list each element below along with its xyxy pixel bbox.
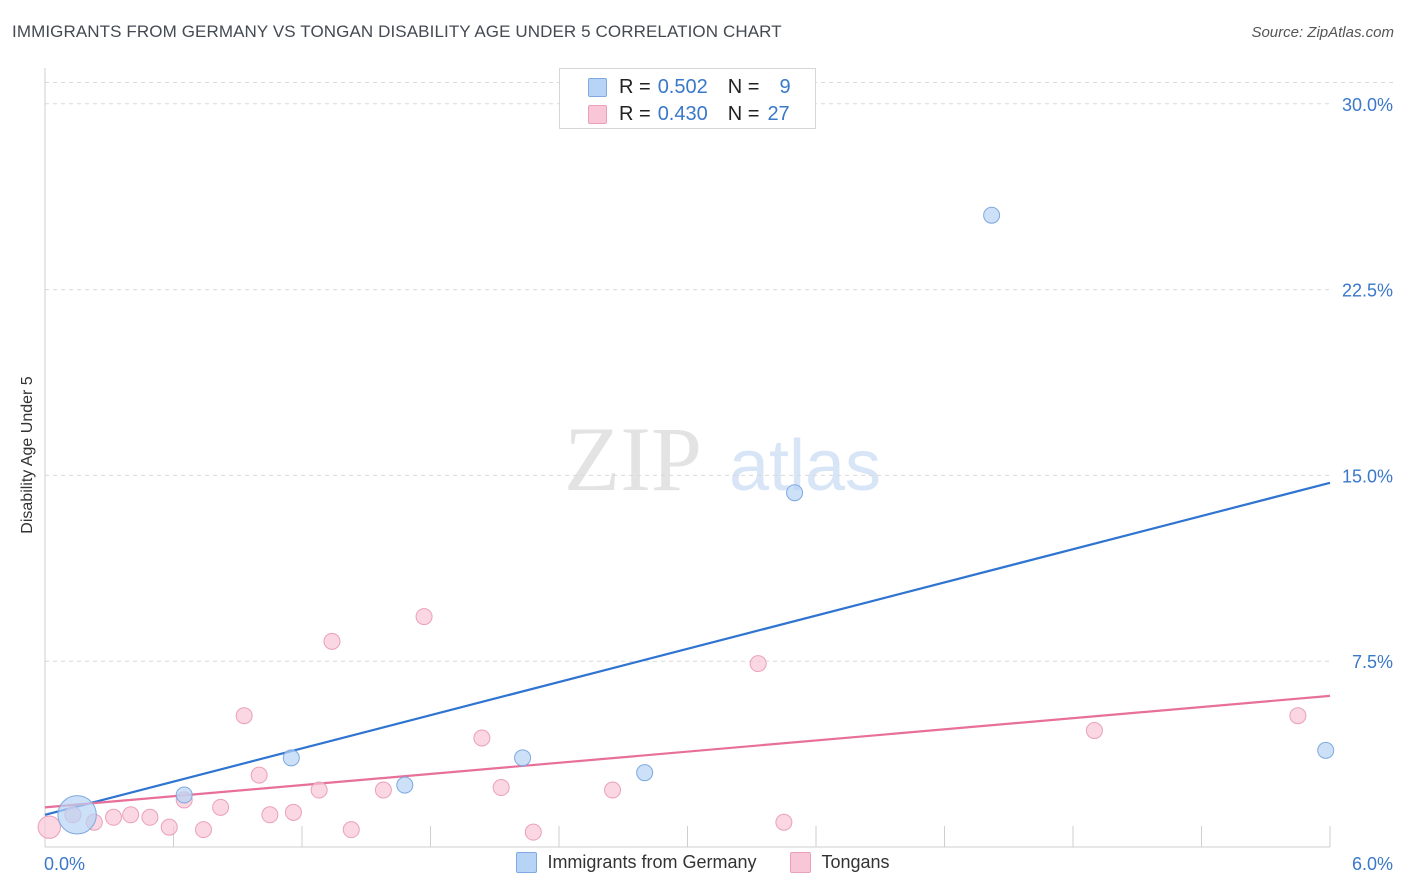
point-tongans — [604, 781, 622, 799]
point-tongans — [235, 707, 253, 725]
point-tongans — [212, 798, 230, 816]
y-tick-label: 7.5% — [1352, 652, 1393, 672]
point-tongans — [473, 729, 491, 747]
point-tongans — [415, 608, 433, 626]
point-tongans — [1289, 707, 1307, 725]
point-tongans — [250, 766, 268, 784]
source-label: Source: ZipAtlas.com — [1251, 24, 1394, 41]
trend-line-germany — [44, 481, 1331, 816]
point-tongans — [284, 803, 302, 821]
legend-label-tongans: Tongans — [821, 852, 890, 872]
point-tongans — [141, 808, 159, 826]
legend-r-value: 0.430 — [657, 102, 708, 125]
watermark-atlas: atlas — [729, 426, 881, 506]
point-tongans — [524, 823, 542, 841]
legend-n-label: N = — [727, 102, 760, 125]
legend-swatch-pink — [790, 852, 812, 873]
point-germany — [282, 749, 300, 767]
watermark: ZIP atlas — [564, 408, 881, 510]
point-germany — [636, 764, 654, 782]
point-tongans — [105, 808, 123, 826]
point-tongans — [749, 655, 767, 673]
watermark-zip: ZIP — [564, 408, 702, 510]
point-tongans — [160, 818, 178, 836]
point-germany — [786, 484, 804, 502]
legend-r-label: R = — [619, 102, 651, 125]
point-tongans — [261, 806, 279, 824]
trend-line-tongans — [44, 694, 1331, 809]
point-tongans — [323, 632, 341, 650]
data-points — [37, 206, 1335, 841]
series-legend: Immigrants from Germany Tongans — [0, 852, 1406, 873]
point-germany — [175, 786, 193, 804]
legend-r-label: R = — [619, 75, 651, 98]
legend-row-germany: R = 0.502 N = 9 — [588, 75, 791, 99]
point-germany — [57, 795, 97, 835]
point-germany — [983, 206, 1001, 224]
point-tongans — [310, 781, 328, 799]
legend-item-tongans: Tongans — [790, 852, 890, 873]
point-germany — [1317, 741, 1335, 759]
axes — [44, 68, 1331, 848]
legend-n-value: 9 — [779, 75, 791, 98]
point-germany — [396, 776, 414, 794]
legend-item-germany: Immigrants from Germany — [516, 852, 756, 873]
point-tongans — [122, 806, 140, 824]
legend-swatch-blue — [516, 852, 538, 873]
legend-n-value: 27 — [767, 102, 790, 125]
tick-labels: 7.5% 15.0% 22.5% 30.0% 0.0% 6.0% — [44, 95, 1393, 874]
legend-swatch-pink — [588, 104, 607, 124]
point-tongans — [775, 813, 793, 831]
y-tick-label: 22.5% — [1342, 281, 1393, 301]
point-tongans — [194, 821, 212, 839]
trend-lines — [44, 481, 1331, 816]
x-tick-label: 0.0% — [44, 854, 85, 874]
y-tick-label: 15.0% — [1342, 466, 1393, 486]
point-tongans — [342, 821, 360, 839]
point-tongans — [37, 815, 61, 839]
legend-n-label: N = — [727, 75, 760, 98]
chart-title: IMMIGRANTS FROM GERMANY VS TONGAN DISABI… — [12, 22, 782, 41]
legend-swatch-blue — [588, 77, 607, 97]
x-tick-label: 6.0% — [1352, 854, 1393, 874]
correlation-legend: R = 0.502 N = 9 R = 0.430 N = 27 — [559, 68, 816, 129]
point-germany — [514, 749, 532, 767]
point-tongans — [1085, 722, 1103, 740]
legend-label-germany: Immigrants from Germany — [547, 852, 757, 872]
legend-r-value: 0.502 — [657, 75, 708, 98]
point-tongans — [492, 779, 510, 797]
point-tongans — [374, 781, 392, 799]
legend-row-tongans: R = 0.430 N = 27 — [588, 102, 790, 126]
gridlines — [45, 81, 1393, 662]
y-tick-label: 30.0% — [1342, 95, 1393, 115]
